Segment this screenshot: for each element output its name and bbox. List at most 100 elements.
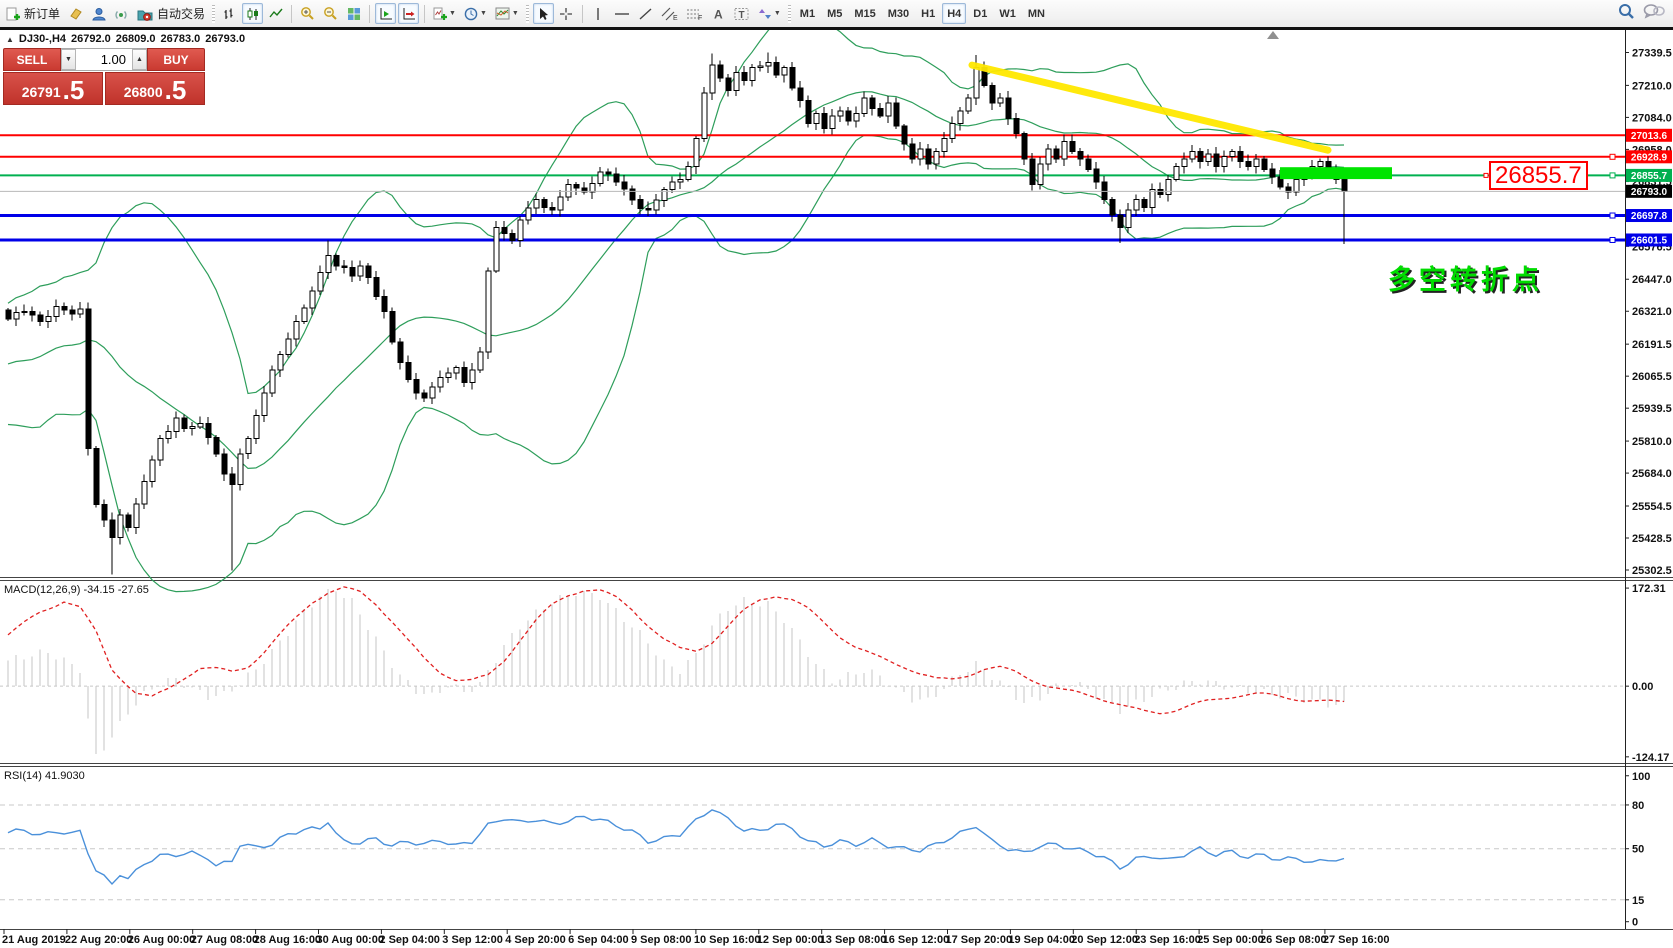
ohlc-collapse-icon[interactable]: ▲ <box>6 34 14 44</box>
toolbar-separator <box>291 4 293 23</box>
indicators-button[interactable]: ▼ <box>430 3 459 24</box>
search-icon[interactable] <box>1618 3 1635 20</box>
svg-text:E: E <box>673 15 678 21</box>
timeframe-button-h1[interactable]: H1 <box>921 7 936 20</box>
arrows-icon <box>758 8 771 19</box>
auto-scroll-button[interactable] <box>398 3 420 24</box>
toolbar-separator <box>581 4 583 23</box>
highlight-rectangle[interactable] <box>1280 167 1392 180</box>
cursor-icon <box>539 7 548 20</box>
bar-chart-icon <box>224 8 233 19</box>
buy-button[interactable]: BUY <box>147 48 205 71</box>
ohlc-high: 26809.0 <box>115 33 156 45</box>
svg-text:27084.0: 27084.0 <box>1632 112 1672 124</box>
crosshair-button[interactable] <box>556 3 577 24</box>
svg-text:21 Aug 2019: 21 Aug 2019 <box>2 934 66 946</box>
fibonacci-button[interactable]: F <box>683 3 706 24</box>
chart-title: ▲ DJ30-,H4 26792.0 26809.0 26783.0 26793… <box>6 33 245 45</box>
cursor-button[interactable] <box>532 3 554 24</box>
horizontal-level-lines[interactable] <box>0 134 1625 242</box>
rsi-label: RSI(14) 41.9030 <box>4 770 85 782</box>
svg-text:23 Sep 16:00: 23 Sep 16:00 <box>1134 934 1201 946</box>
svg-text:25684.0: 25684.0 <box>1632 468 1672 480</box>
timeframe-button-w1[interactable]: W1 <box>999 7 1016 20</box>
svg-text:26447.0: 26447.0 <box>1632 274 1672 286</box>
autotrade-label: 自动交易 <box>157 7 206 21</box>
level-axis-labels[interactable]: 27013.6 26928.9 26855.7 26697.8 26601.5 26793… <box>1483 128 1672 247</box>
clock-icon <box>464 7 478 20</box>
svg-text:13 Sep 08:00: 13 Sep 08:00 <box>820 934 887 946</box>
sell-button[interactable]: SELL <box>3 48 61 71</box>
price-callout-box[interactable]: 26855.7 <box>1489 161 1588 190</box>
horizontal-line-button[interactable] <box>611 3 633 24</box>
svg-text:26191.5: 26191.5 <box>1632 339 1672 351</box>
text-a-icon: A <box>714 7 723 21</box>
periods-button[interactable]: ▼ <box>461 3 490 24</box>
svg-text:10 Sep 16:00: 10 Sep 16:00 <box>694 934 761 946</box>
timeframe-button-h4[interactable]: H4 <box>942 3 967 24</box>
svg-text:27210.0: 27210.0 <box>1632 80 1672 92</box>
line-chart-button[interactable] <box>265 3 286 24</box>
toolbar-separator <box>424 4 426 23</box>
equidistant-channel-button[interactable]: E <box>658 3 681 24</box>
templates-button[interactable]: ▼ <box>492 3 522 24</box>
chart-shift-button[interactable] <box>375 3 397 24</box>
symbol-period: DJ30-,H4 <box>18 33 66 45</box>
timeframe-button-m5[interactable]: M5 <box>827 7 843 20</box>
candlestick-series <box>5 52 1348 575</box>
chat-icon[interactable] <box>1643 3 1665 20</box>
styler-icon <box>70 8 82 20</box>
timeframe-group: M1 M5 M15 M30 H1 H4 D1 W1 MN <box>794 3 1051 24</box>
yellow-trendline[interactable] <box>968 61 1332 154</box>
buy-price-frac: .5 <box>164 75 187 105</box>
svg-text:26321.0: 26321.0 <box>1632 306 1672 318</box>
volume-decrease-button[interactable]: ▼ <box>61 49 76 70</box>
text-button[interactable]: A <box>708 3 729 24</box>
timeframe-button-mn[interactable]: MN <box>1027 7 1045 20</box>
timeframe-button-m30[interactable]: M30 <box>887 7 910 20</box>
signal-button[interactable] <box>111 3 132 24</box>
turning-point-annotation[interactable]: 多空转折点 <box>1388 265 1543 295</box>
candlestick-chart-button[interactable] <box>242 3 264 24</box>
text-label-button[interactable]: T <box>731 3 753 24</box>
timeframe-button-m15[interactable]: M15 <box>854 7 876 20</box>
arrows-button[interactable]: ▼ <box>755 3 784 24</box>
macd-pane: 172.31 0.00 -124.17 <box>0 583 1669 764</box>
svg-text:6 Sep 04:00: 6 Sep 04:00 <box>568 934 629 946</box>
vertical-line-button[interactable] <box>588 3 609 24</box>
zoom-out-button[interactable] <box>320 3 341 24</box>
timeframe-button-d1[interactable]: D1 <box>973 7 988 20</box>
svg-text:27 Sep 16:00: 27 Sep 16:00 <box>1323 934 1390 946</box>
toolbar-grip <box>212 4 216 23</box>
svg-text:0: 0 <box>1632 917 1638 929</box>
profiles-button[interactable] <box>88 3 109 24</box>
autotrade-button[interactable]: 自动交易 <box>134 3 208 24</box>
bar-chart-button[interactable] <box>219 3 240 24</box>
svg-text:25428.5: 25428.5 <box>1632 533 1672 545</box>
svg-text:26 Aug 00:00: 26 Aug 00:00 <box>128 934 195 946</box>
volume-control: ▼ ▲ <box>61 48 147 71</box>
toolbar-separator <box>369 4 371 23</box>
timeframe-button-m1[interactable]: M1 <box>799 7 816 20</box>
volume-increase-button[interactable]: ▲ <box>132 49 147 70</box>
svg-text:100: 100 <box>1632 771 1650 783</box>
chart-shift-marker[interactable] <box>1267 31 1279 39</box>
buy-price-display[interactable]: 26800 .5 <box>105 72 205 105</box>
candlestick-chart-icon <box>247 7 258 20</box>
tile-windows-button[interactable] <box>343 3 364 24</box>
svg-text:19 Sep 04:00: 19 Sep 04:00 <box>1008 934 1075 946</box>
new-order-button[interactable]: 新订单 <box>3 3 63 24</box>
line-chart-icon <box>268 8 283 17</box>
trendline-button[interactable] <box>635 3 656 24</box>
styler-button[interactable] <box>65 3 86 24</box>
zoom-in-button[interactable] <box>297 3 318 24</box>
profile-icon <box>92 7 106 20</box>
ohlc-low: 26783.0 <box>160 33 201 45</box>
volume-input[interactable] <box>76 49 132 70</box>
sell-price-display[interactable]: 26791 .5 <box>3 72 103 105</box>
vertical-line-icon <box>597 7 600 20</box>
svg-text:T: T <box>738 10 744 21</box>
svg-text:28 Aug 16:00: 28 Aug 16:00 <box>254 934 321 946</box>
